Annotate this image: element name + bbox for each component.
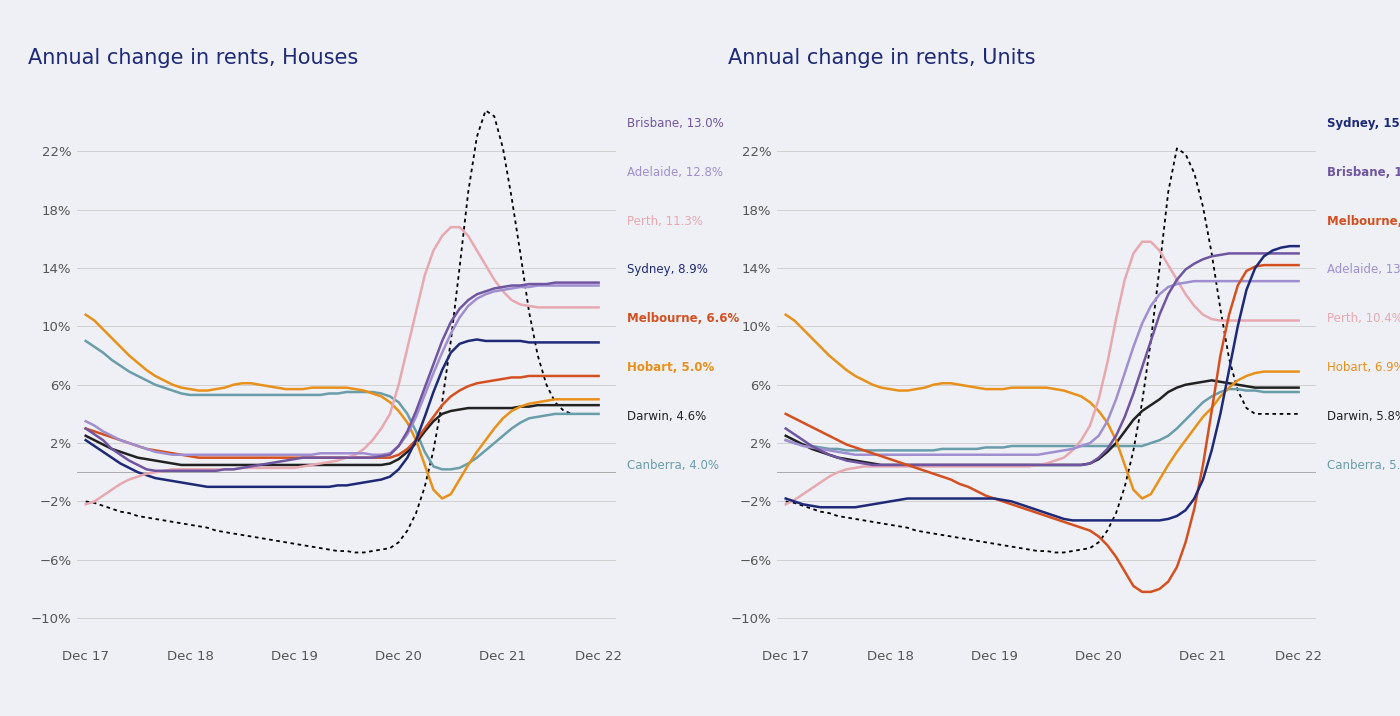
Text: Darwin, 5.8%: Darwin, 5.8%: [1327, 410, 1400, 423]
Text: Brisbane, 13.0%: Brisbane, 13.0%: [627, 117, 724, 130]
Text: Annual change in rents, Houses: Annual change in rents, Houses: [28, 47, 358, 67]
Text: Adelaide, 12.8%: Adelaide, 12.8%: [627, 165, 722, 178]
Text: Brisbane, 15.0%: Brisbane, 15.0%: [1327, 165, 1400, 178]
Text: Canberra, 4.0%: Canberra, 4.0%: [627, 460, 718, 473]
Text: Perth, 10.4%: Perth, 10.4%: [1327, 312, 1400, 326]
Text: Canberra, 5.5%: Canberra, 5.5%: [1327, 460, 1400, 473]
Text: Annual change in rents, Units: Annual change in rents, Units: [728, 47, 1036, 67]
Text: Darwin, 4.6%: Darwin, 4.6%: [627, 410, 706, 423]
Text: Melbourne, 14.2%: Melbourne, 14.2%: [1327, 215, 1400, 228]
Text: Sydney, 15.5%: Sydney, 15.5%: [1327, 117, 1400, 130]
Text: Sydney, 8.9%: Sydney, 8.9%: [627, 263, 707, 276]
Text: Melbourne, 6.6%: Melbourne, 6.6%: [627, 312, 739, 326]
Text: Adelaide, 13.1%: Adelaide, 13.1%: [1327, 263, 1400, 276]
Text: Hobart, 5.0%: Hobart, 5.0%: [627, 362, 714, 374]
Text: Perth, 11.3%: Perth, 11.3%: [627, 215, 703, 228]
Text: Hobart, 6.9%: Hobart, 6.9%: [1327, 362, 1400, 374]
